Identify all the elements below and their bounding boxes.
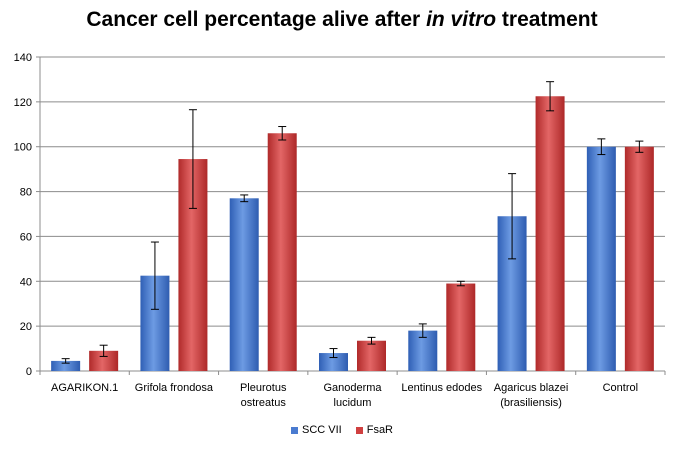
axis-labels: 0 20 40 60 80 100 120 140 AGARIKON.1 Grifola fron… bbox=[14, 52, 638, 409]
legend: SCC VII FsaR bbox=[0, 424, 684, 436]
bar-1-0 bbox=[89, 350, 119, 371]
x-category-label-3: Ganoderma lucidum bbox=[323, 382, 382, 409]
bar-1-3 bbox=[357, 340, 386, 371]
y-tick-label-0: 0 bbox=[26, 366, 32, 378]
bar-0-2 bbox=[229, 198, 259, 371]
y-tick-label-40: 40 bbox=[20, 276, 32, 288]
bars bbox=[51, 96, 654, 371]
axes bbox=[36, 56, 666, 375]
bar-1-6 bbox=[624, 146, 654, 371]
chart-title: Cancer cell percentage alive after in vi… bbox=[0, 8, 684, 32]
legend-swatch-series-1 bbox=[355, 426, 363, 434]
x-category-label-0: AGARIKON.1 bbox=[51, 382, 118, 394]
grid-lines bbox=[40, 56, 665, 327]
chart-title-suffix: treatment bbox=[496, 8, 598, 31]
y-tick-label-60: 60 bbox=[20, 231, 32, 243]
y-tick-label-20: 20 bbox=[20, 321, 32, 333]
y-tick-label-100: 100 bbox=[14, 142, 32, 154]
y-tick-label-120: 120 bbox=[14, 97, 32, 109]
x-category-label-6: Control bbox=[603, 382, 638, 394]
error-bars bbox=[61, 81, 644, 364]
legend-label-series-1: FsaR bbox=[366, 424, 393, 436]
bar-1-4 bbox=[446, 283, 476, 371]
bar-0-6 bbox=[586, 146, 616, 371]
y-tick-label-140: 140 bbox=[14, 52, 32, 64]
x-category-label-5: Agaricus blazei (brasiliensis) bbox=[494, 382, 569, 409]
x-category-label-1: Grifola frondosa bbox=[135, 382, 214, 394]
x-category-label-4: Lentinus edodes bbox=[401, 382, 482, 394]
bar-0-0 bbox=[51, 360, 81, 371]
chart-title-italic: in vitro bbox=[426, 8, 497, 31]
x-category-label-2: Pleurotus ostreatus bbox=[240, 382, 287, 409]
legend-swatch-series-0 bbox=[290, 426, 298, 434]
legend-item-series-1: FsaR bbox=[355, 424, 393, 436]
y-tick-label-80: 80 bbox=[20, 187, 32, 199]
legend-item-series-0: SCC VII bbox=[290, 424, 342, 436]
bar-0-3 bbox=[319, 353, 348, 371]
bar-1-5 bbox=[535, 96, 565, 371]
legend-label-series-0: SCC VII bbox=[301, 424, 342, 436]
bar-1-2 bbox=[267, 133, 297, 371]
chart-title-prefix: Cancer cell percentage alive after bbox=[86, 8, 427, 31]
